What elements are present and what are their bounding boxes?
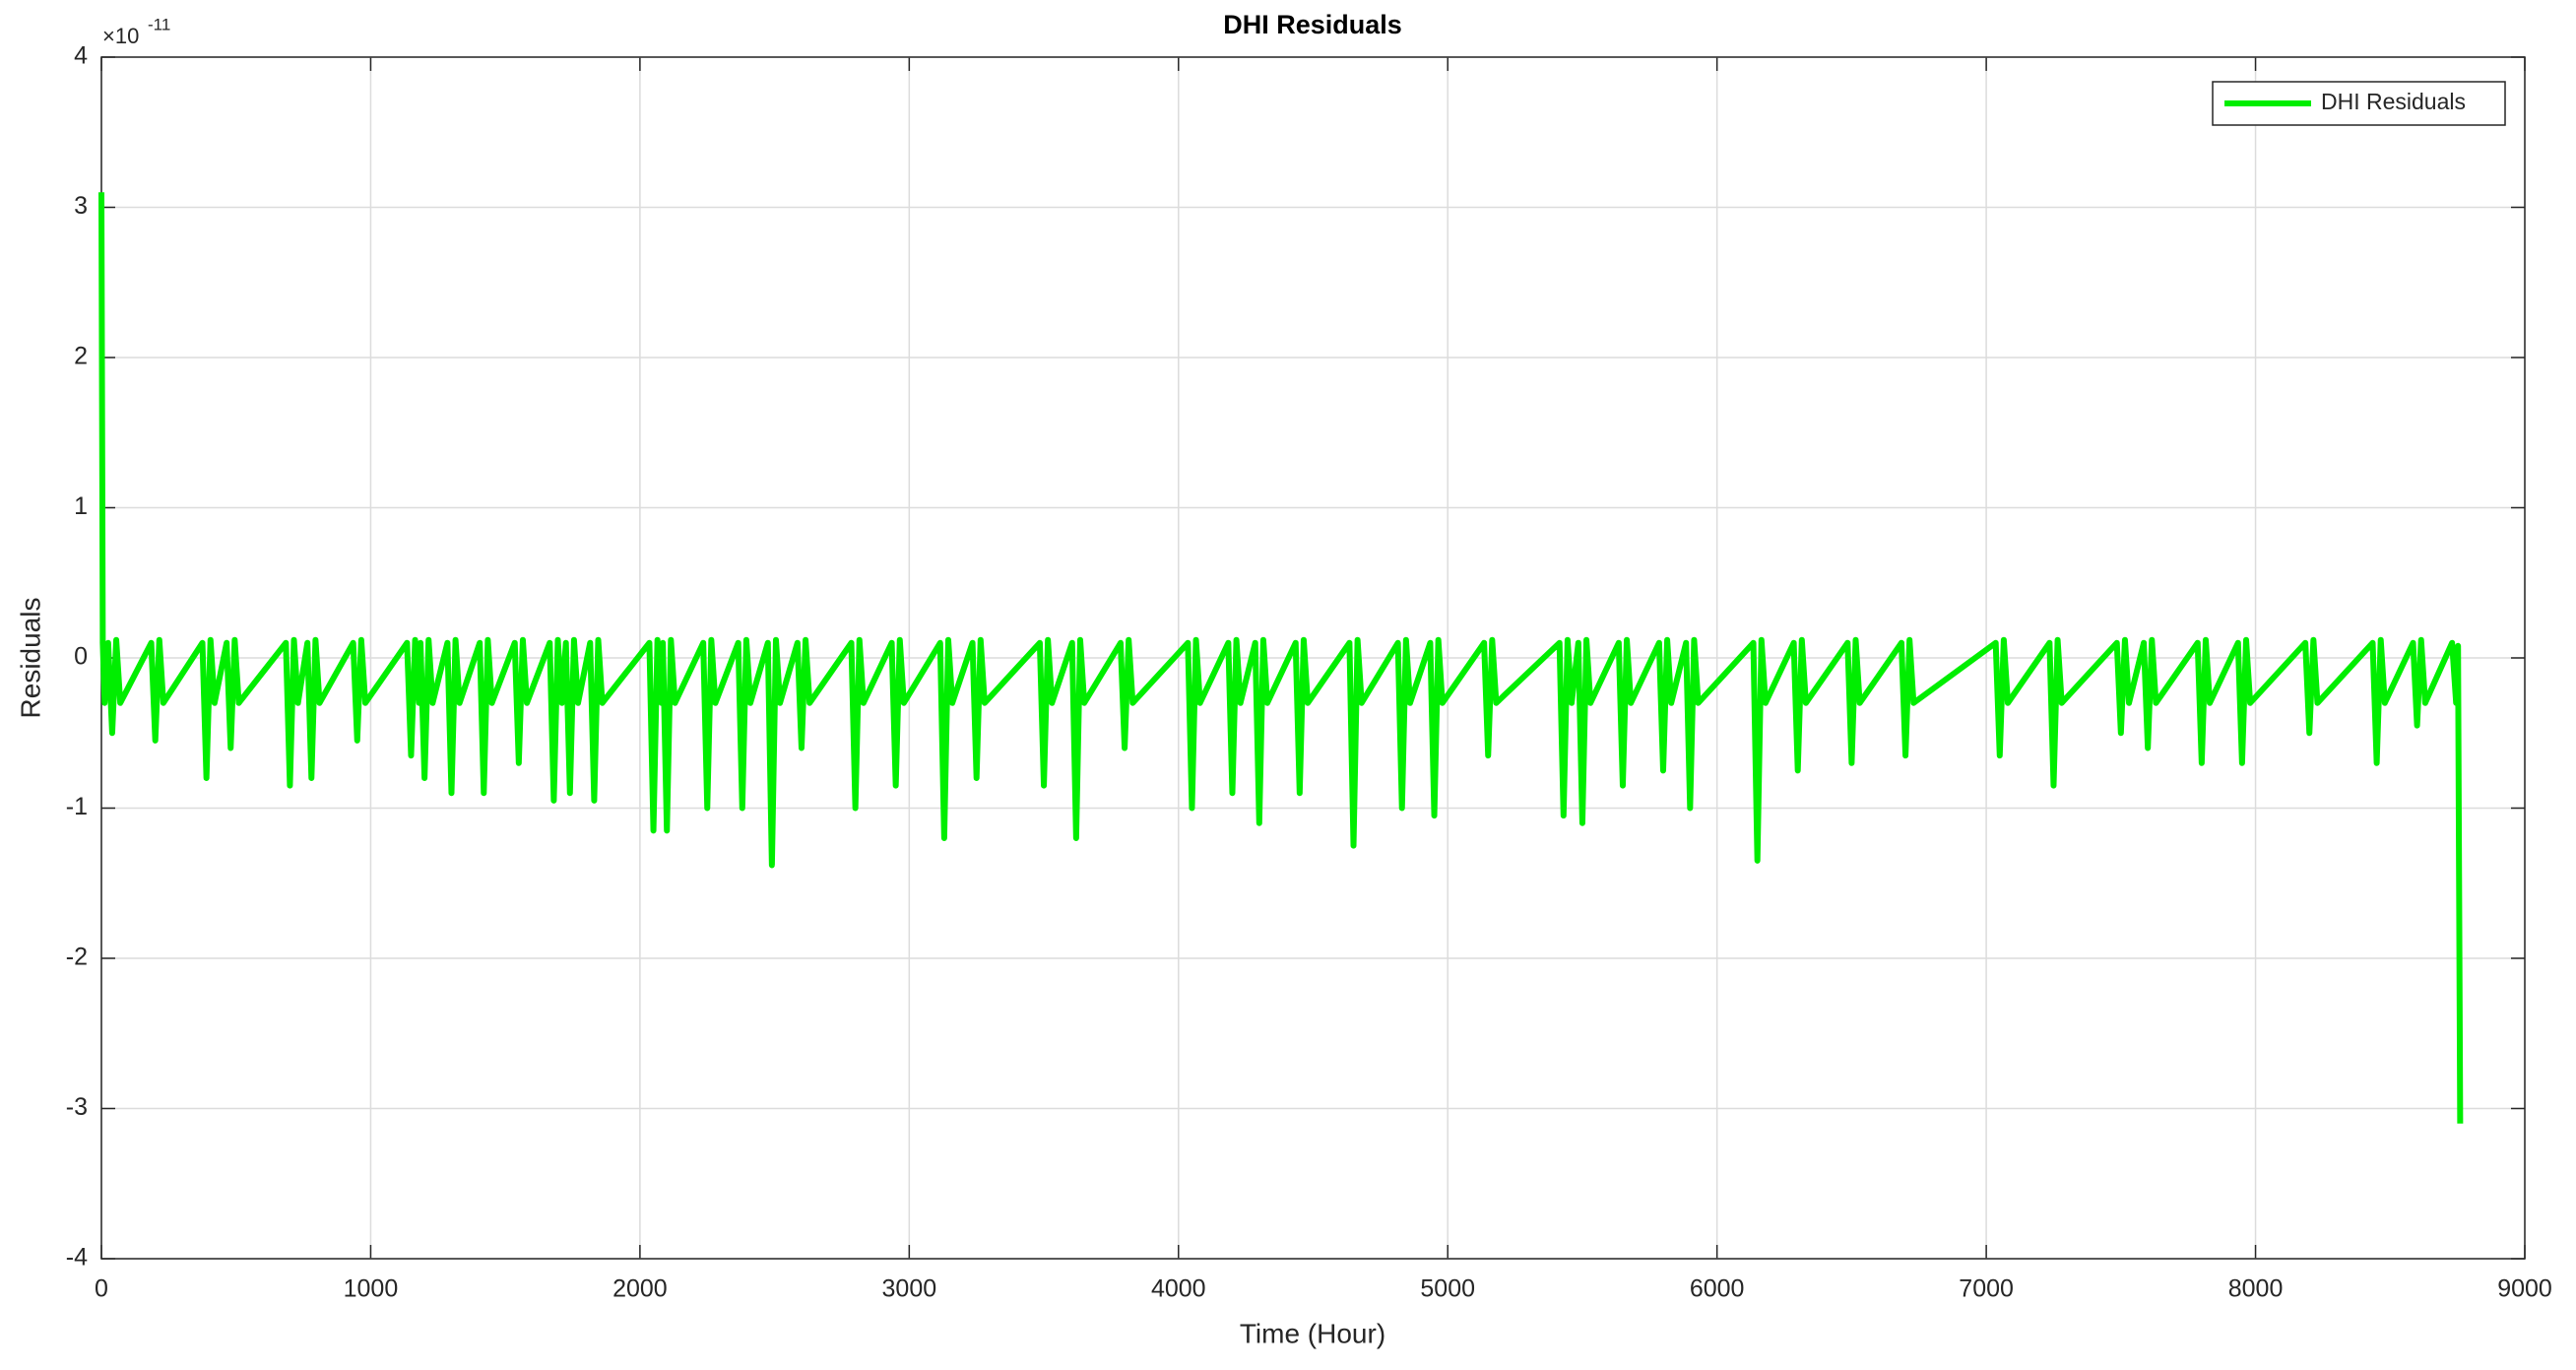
y-multiplier-exponent: -11 <box>148 15 170 33</box>
y-tick-label: -1 <box>66 793 88 820</box>
y-tick-label: -2 <box>66 944 88 971</box>
chart-title: DHI Residuals <box>1223 10 1402 39</box>
y-axis-label: Residuals <box>15 598 45 719</box>
y-tick-label: 3 <box>74 192 88 220</box>
data-line <box>98 192 2464 1124</box>
x-tick-label: 0 <box>95 1275 108 1303</box>
x-tick-label: 7000 <box>1959 1275 2014 1303</box>
x-tick-label: 6000 <box>1690 1275 1745 1303</box>
legend-label: DHI Residuals <box>2321 89 2466 114</box>
x-tick-label: 5000 <box>1420 1275 1475 1303</box>
x-axis-label: Time (Hour) <box>1240 1318 1385 1348</box>
x-tick-label: 1000 <box>344 1275 399 1303</box>
y-tick-label: 0 <box>74 643 88 671</box>
y-tick-label: -4 <box>66 1244 88 1272</box>
y-tick-label: -3 <box>66 1093 88 1121</box>
y-multiplier-base: ×10 <box>102 24 139 48</box>
x-tick-label: 9000 <box>2497 1275 2552 1303</box>
y-tick-label: 4 <box>74 42 88 70</box>
x-tick-label: 3000 <box>882 1275 937 1303</box>
y-tick-label: 2 <box>74 343 88 370</box>
x-tick-label: 4000 <box>1151 1275 1206 1303</box>
y-tick-label: 1 <box>74 492 88 520</box>
x-tick-label: 2000 <box>612 1275 668 1303</box>
x-tick-label: 8000 <box>2228 1275 2284 1303</box>
